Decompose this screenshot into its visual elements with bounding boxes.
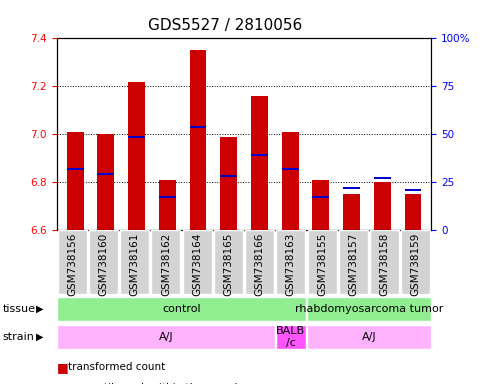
Bar bbox=[120, 230, 149, 294]
Bar bbox=[404, 194, 422, 230]
Bar bbox=[277, 230, 305, 294]
Text: GSM738156: GSM738156 bbox=[68, 232, 77, 296]
Bar bbox=[245, 230, 274, 294]
Text: ■: ■ bbox=[57, 382, 69, 384]
Bar bbox=[282, 168, 299, 170]
Bar bbox=[98, 173, 114, 175]
Bar bbox=[343, 187, 360, 189]
Bar bbox=[343, 194, 360, 230]
Bar bbox=[159, 196, 176, 198]
Bar bbox=[151, 230, 180, 294]
Bar bbox=[251, 154, 268, 156]
Bar bbox=[58, 325, 275, 349]
Bar bbox=[128, 136, 145, 138]
Bar bbox=[339, 230, 368, 294]
Text: control: control bbox=[162, 304, 201, 314]
Text: BALB
/c: BALB /c bbox=[276, 326, 306, 348]
Text: percentile rank within the sample: percentile rank within the sample bbox=[68, 383, 244, 384]
Bar bbox=[214, 230, 243, 294]
Text: GSM738166: GSM738166 bbox=[255, 232, 265, 296]
Bar bbox=[89, 230, 118, 294]
Text: GSM738164: GSM738164 bbox=[192, 232, 202, 296]
Text: ■: ■ bbox=[57, 361, 69, 374]
Bar bbox=[276, 325, 306, 349]
Bar bbox=[220, 137, 237, 230]
Bar bbox=[251, 96, 268, 230]
Text: GSM738158: GSM738158 bbox=[380, 232, 389, 296]
Text: GSM738161: GSM738161 bbox=[130, 232, 140, 296]
Text: ▶: ▶ bbox=[35, 332, 43, 342]
Bar bbox=[370, 230, 399, 294]
Text: GSM738155: GSM738155 bbox=[317, 232, 327, 296]
Text: A/J: A/J bbox=[159, 332, 173, 342]
Bar bbox=[128, 82, 145, 230]
Bar bbox=[307, 297, 430, 321]
Text: rhabdomyosarcoma tumor: rhabdomyosarcoma tumor bbox=[295, 304, 443, 314]
Bar bbox=[159, 180, 176, 230]
Text: tissue: tissue bbox=[2, 304, 35, 314]
Text: GSM738162: GSM738162 bbox=[161, 232, 171, 296]
Text: A/J: A/J bbox=[362, 332, 376, 342]
Bar bbox=[189, 50, 207, 230]
Bar bbox=[183, 230, 211, 294]
Text: GDS5527 / 2810056: GDS5527 / 2810056 bbox=[148, 18, 302, 33]
Bar bbox=[58, 230, 87, 294]
Bar bbox=[67, 132, 84, 230]
Bar bbox=[313, 196, 329, 198]
Text: GSM738159: GSM738159 bbox=[411, 232, 421, 296]
Text: ▶: ▶ bbox=[35, 304, 43, 314]
Bar bbox=[313, 180, 329, 230]
Bar bbox=[220, 175, 237, 177]
Text: strain: strain bbox=[2, 332, 35, 342]
Bar bbox=[189, 126, 207, 128]
Bar bbox=[67, 168, 84, 170]
Text: GSM738163: GSM738163 bbox=[286, 232, 296, 296]
Bar bbox=[58, 297, 306, 321]
Bar bbox=[307, 325, 430, 349]
Bar bbox=[401, 230, 430, 294]
Bar bbox=[404, 189, 422, 190]
Text: transformed count: transformed count bbox=[68, 362, 165, 372]
Text: GSM738165: GSM738165 bbox=[223, 232, 233, 296]
Text: GSM738160: GSM738160 bbox=[99, 232, 108, 296]
Bar bbox=[98, 134, 114, 230]
Bar bbox=[282, 132, 299, 230]
Text: GSM738157: GSM738157 bbox=[349, 232, 358, 296]
Bar bbox=[308, 230, 337, 294]
Bar bbox=[374, 177, 390, 179]
Bar bbox=[374, 182, 390, 230]
